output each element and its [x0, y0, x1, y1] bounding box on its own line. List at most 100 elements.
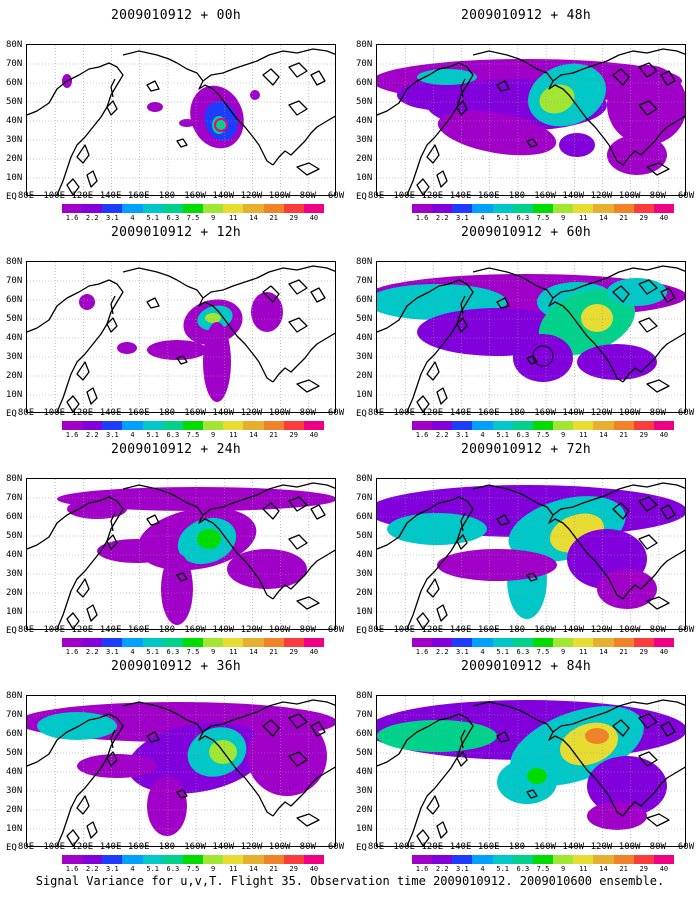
colorbar-label: 7.5: [186, 214, 200, 222]
latitude-label: 10N: [6, 607, 23, 617]
coastline: [272, 766, 335, 817]
colorbar-swatch: [142, 638, 163, 647]
colorbar-swatch: [303, 421, 325, 430]
colorbar-swatch: [223, 421, 244, 430]
latitude-label: EQ: [356, 843, 367, 853]
longitude-labels: 80E 100E 120E 140E 160E 180 160W 140W 120W 100W 80…: [14, 842, 348, 854]
longitude-label: 100W: [268, 191, 291, 201]
coastline: [288, 534, 308, 550]
coastline: [296, 813, 320, 827]
colorbar-swatch: [532, 855, 554, 864]
coastline: [638, 100, 658, 116]
coastline: [552, 48, 685, 82]
colorbar-label: 9: [211, 648, 216, 656]
panel-title: 2009010912 + 84h: [460, 659, 592, 674]
longitude-label: 140W: [562, 625, 585, 635]
colorbar-swatch: [243, 421, 264, 430]
coastline: [202, 482, 335, 516]
latitude-label: 60N: [356, 729, 373, 739]
longitude-label: 160W: [184, 408, 206, 418]
longitude-label: 180: [508, 625, 526, 635]
variance-map: [26, 478, 336, 630]
map-svg: [27, 479, 335, 629]
latitude-label: 10N: [356, 390, 373, 400]
coastline: [106, 534, 118, 550]
colorbar-label: 4: [130, 865, 135, 873]
latitude-label: 40N: [6, 333, 23, 343]
variance-contour: [197, 529, 221, 549]
colorbar-swatch: [162, 204, 183, 213]
colorbar-swatch: [182, 204, 204, 213]
coastline: [552, 265, 685, 299]
colorbar-label: 5.1: [496, 214, 510, 222]
colorbar-label: 11: [579, 431, 588, 439]
colorbar-label: 2.2: [85, 431, 99, 439]
colorbar-swatch: [472, 855, 493, 864]
longitude-label: 140E: [449, 842, 472, 852]
colorbar-label: 14: [249, 214, 258, 222]
graticule: [377, 696, 685, 846]
coastline: [310, 70, 326, 86]
coastline: [460, 512, 466, 532]
variance-field: [27, 702, 335, 836]
longitude-label: 80W: [649, 408, 666, 418]
longitude-label: 100E: [43, 625, 66, 635]
coastline: [496, 514, 510, 526]
map-svg: [27, 696, 335, 846]
coastline: [526, 713, 624, 817]
colorbar-label: 21: [619, 214, 628, 222]
coastline: [612, 719, 630, 737]
coastline: [27, 713, 124, 846]
coastline: [66, 395, 80, 412]
colorbar-label: 29: [289, 648, 298, 656]
colorbar-swatch: [82, 421, 103, 430]
colorbar-label: 5.1: [146, 648, 160, 656]
coastline: [526, 138, 538, 148]
colorbar-label: 1.6: [415, 214, 429, 222]
colorbar-swatch: [553, 421, 574, 430]
latitude-label: 30N: [356, 786, 373, 796]
longitude-label: 140E: [99, 191, 122, 201]
variance-contour: [437, 549, 557, 581]
variance-contour: [203, 322, 231, 402]
coastline: [638, 496, 658, 512]
variance-contour: [559, 133, 595, 157]
coastline: [27, 496, 124, 629]
observation-marker: [214, 118, 228, 132]
latitude-label: 80N: [6, 691, 23, 701]
forecast-panel: 2009010912 + 60h 80N 70N 60N 50N 40N 30N 20N 10N…: [356, 225, 696, 439]
coastline: [106, 100, 118, 116]
variance-map: [376, 478, 686, 630]
colorbar-swatch: [432, 204, 453, 213]
longitude-label: 80W: [299, 842, 316, 852]
colorbar-swatch: [412, 204, 433, 213]
longitude-label: 80E: [367, 842, 385, 852]
latitude-label: 10N: [6, 173, 23, 183]
coastline: [106, 751, 118, 767]
colorbar-label: 9: [211, 214, 216, 222]
coastline: [76, 578, 90, 598]
colorbar-swatch: [263, 855, 284, 864]
latitude-label: EQ: [6, 409, 17, 419]
colorbar-swatch: [82, 855, 103, 864]
latitude-label: 40N: [356, 333, 373, 343]
colorbar-swatch: [122, 638, 143, 647]
latitude-label: 50N: [6, 97, 23, 107]
latitude-label: EQ: [6, 192, 17, 202]
coastline: [202, 699, 335, 733]
latitude-label: 30N: [356, 135, 373, 145]
panel-title: 2009010912 + 72h: [460, 442, 592, 457]
variance-contour: [147, 340, 207, 360]
coastline: [262, 502, 280, 520]
colorbar-swatch: [223, 638, 244, 647]
panel-title: 2009010912 + 60h: [460, 225, 592, 240]
colorbar-swatch: [532, 204, 554, 213]
coastline: [552, 699, 685, 733]
colorbar-swatch: [593, 421, 614, 430]
colorbar-swatch: [122, 421, 143, 430]
coastline: [660, 287, 676, 303]
colorbar-label: 21: [619, 865, 628, 873]
latitude-label: 20N: [356, 371, 373, 381]
variance-contour: [117, 342, 137, 354]
latitude-label: 50N: [356, 748, 373, 758]
